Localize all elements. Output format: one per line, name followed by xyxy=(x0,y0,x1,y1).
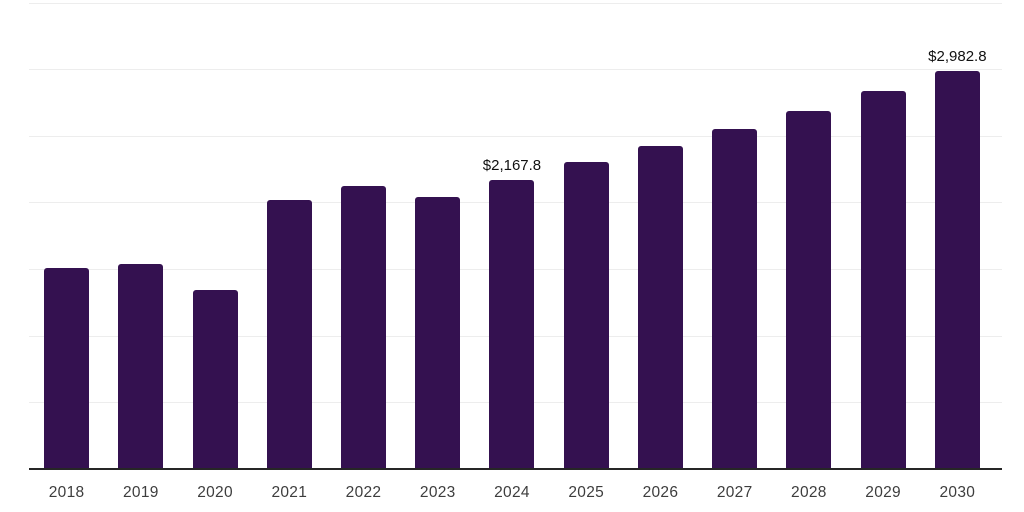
bar-2025 xyxy=(563,161,609,469)
bar-2029 xyxy=(860,91,906,469)
gridline-3000 xyxy=(29,69,1002,71)
x-tick-label-2026: 2026 xyxy=(642,484,679,501)
x-tick-label-2027: 2027 xyxy=(716,484,753,501)
bar-2028 xyxy=(786,111,832,469)
x-tick-label-2020: 2020 xyxy=(197,484,233,501)
bar-2027 xyxy=(712,129,758,469)
x-tick-label-2023: 2023 xyxy=(419,484,456,501)
bar-2026 xyxy=(637,145,683,469)
gridline-3500 xyxy=(29,2,1002,4)
bar-2020 xyxy=(192,289,238,469)
x-axis-line xyxy=(29,468,1002,470)
data-label-2024: $2,167.8 xyxy=(482,157,542,175)
bar-2019 xyxy=(118,263,164,469)
data-label-2030: $2,982.8 xyxy=(928,48,987,66)
bar-2023 xyxy=(415,197,461,469)
x-tick-label-2029: 2029 xyxy=(865,484,901,501)
bar-2018 xyxy=(44,267,90,469)
x-tick-label-2024: 2024 xyxy=(494,484,530,501)
bar-2022 xyxy=(341,185,387,469)
bar-2021 xyxy=(266,199,312,469)
x-tick-label-2021: 2021 xyxy=(271,484,308,501)
x-tick-label-2019: 2019 xyxy=(122,484,159,501)
gridline-2500 xyxy=(29,135,1002,137)
x-tick-label-2018: 2018 xyxy=(48,484,85,501)
x-tick-label-2025: 2025 xyxy=(568,484,605,501)
bar-2030 xyxy=(934,71,980,469)
bar-2024 xyxy=(489,180,535,469)
x-tick-label-2022: 2022 xyxy=(345,484,382,501)
x-tick-label-2028: 2028 xyxy=(791,484,827,501)
x-tick-label-2030: 2030 xyxy=(939,484,976,501)
